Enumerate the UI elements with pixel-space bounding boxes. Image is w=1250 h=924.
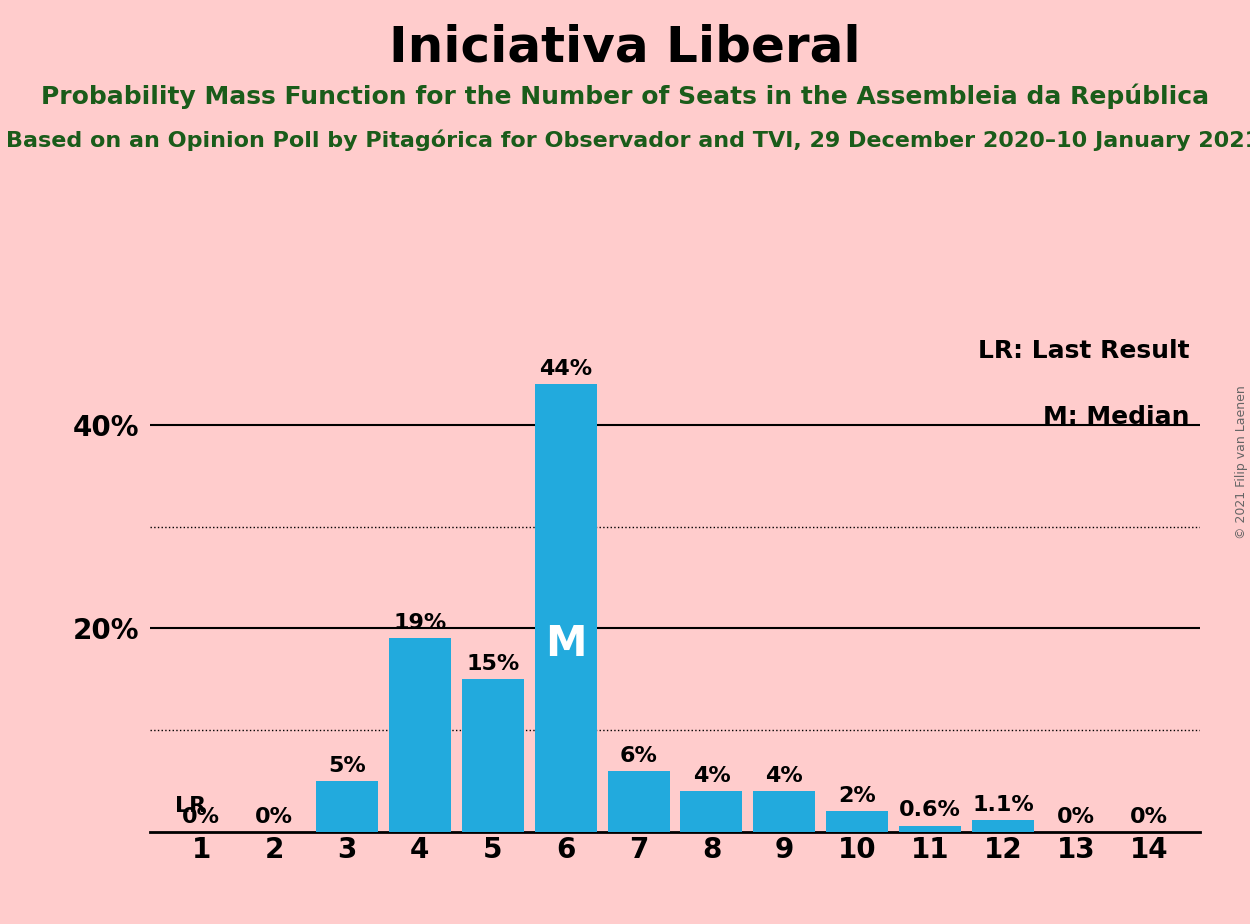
Text: 6%: 6% — [620, 746, 658, 765]
Text: 0%: 0% — [255, 807, 292, 826]
Text: 5%: 5% — [328, 756, 366, 775]
Text: 0.6%: 0.6% — [899, 800, 961, 821]
Bar — [754, 791, 815, 832]
Text: 0%: 0% — [1130, 807, 1168, 826]
Text: 4%: 4% — [693, 766, 730, 785]
Text: LR: LR — [175, 796, 206, 817]
Bar — [535, 384, 596, 832]
Bar — [608, 771, 670, 832]
Text: 1.1%: 1.1% — [972, 796, 1034, 815]
Text: Probability Mass Function for the Number of Seats in the Assembleia da República: Probability Mass Function for the Number… — [41, 83, 1209, 109]
Text: 44%: 44% — [539, 359, 592, 379]
Text: M: Median: M: Median — [1042, 405, 1190, 429]
Bar — [899, 825, 961, 832]
Bar — [389, 638, 451, 832]
Text: 4%: 4% — [765, 766, 804, 785]
Text: Iniciativa Liberal: Iniciativa Liberal — [389, 23, 861, 71]
Text: M: M — [545, 623, 586, 664]
Bar — [972, 821, 1034, 832]
Text: LR: Last Result: LR: Last Result — [978, 338, 1190, 362]
Text: 19%: 19% — [394, 614, 446, 634]
Bar — [461, 679, 524, 832]
Bar — [826, 811, 889, 832]
Bar — [316, 781, 378, 832]
Text: 0%: 0% — [182, 807, 220, 826]
Text: © 2021 Filip van Laenen: © 2021 Filip van Laenen — [1235, 385, 1248, 539]
Text: 15%: 15% — [466, 654, 519, 675]
Text: 0%: 0% — [1058, 807, 1095, 826]
Text: 2%: 2% — [839, 786, 876, 806]
Bar — [680, 791, 742, 832]
Text: Based on an Opinion Poll by Pitagórica for Observador and TVI, 29 December 2020–: Based on an Opinion Poll by Pitagórica f… — [6, 129, 1250, 151]
